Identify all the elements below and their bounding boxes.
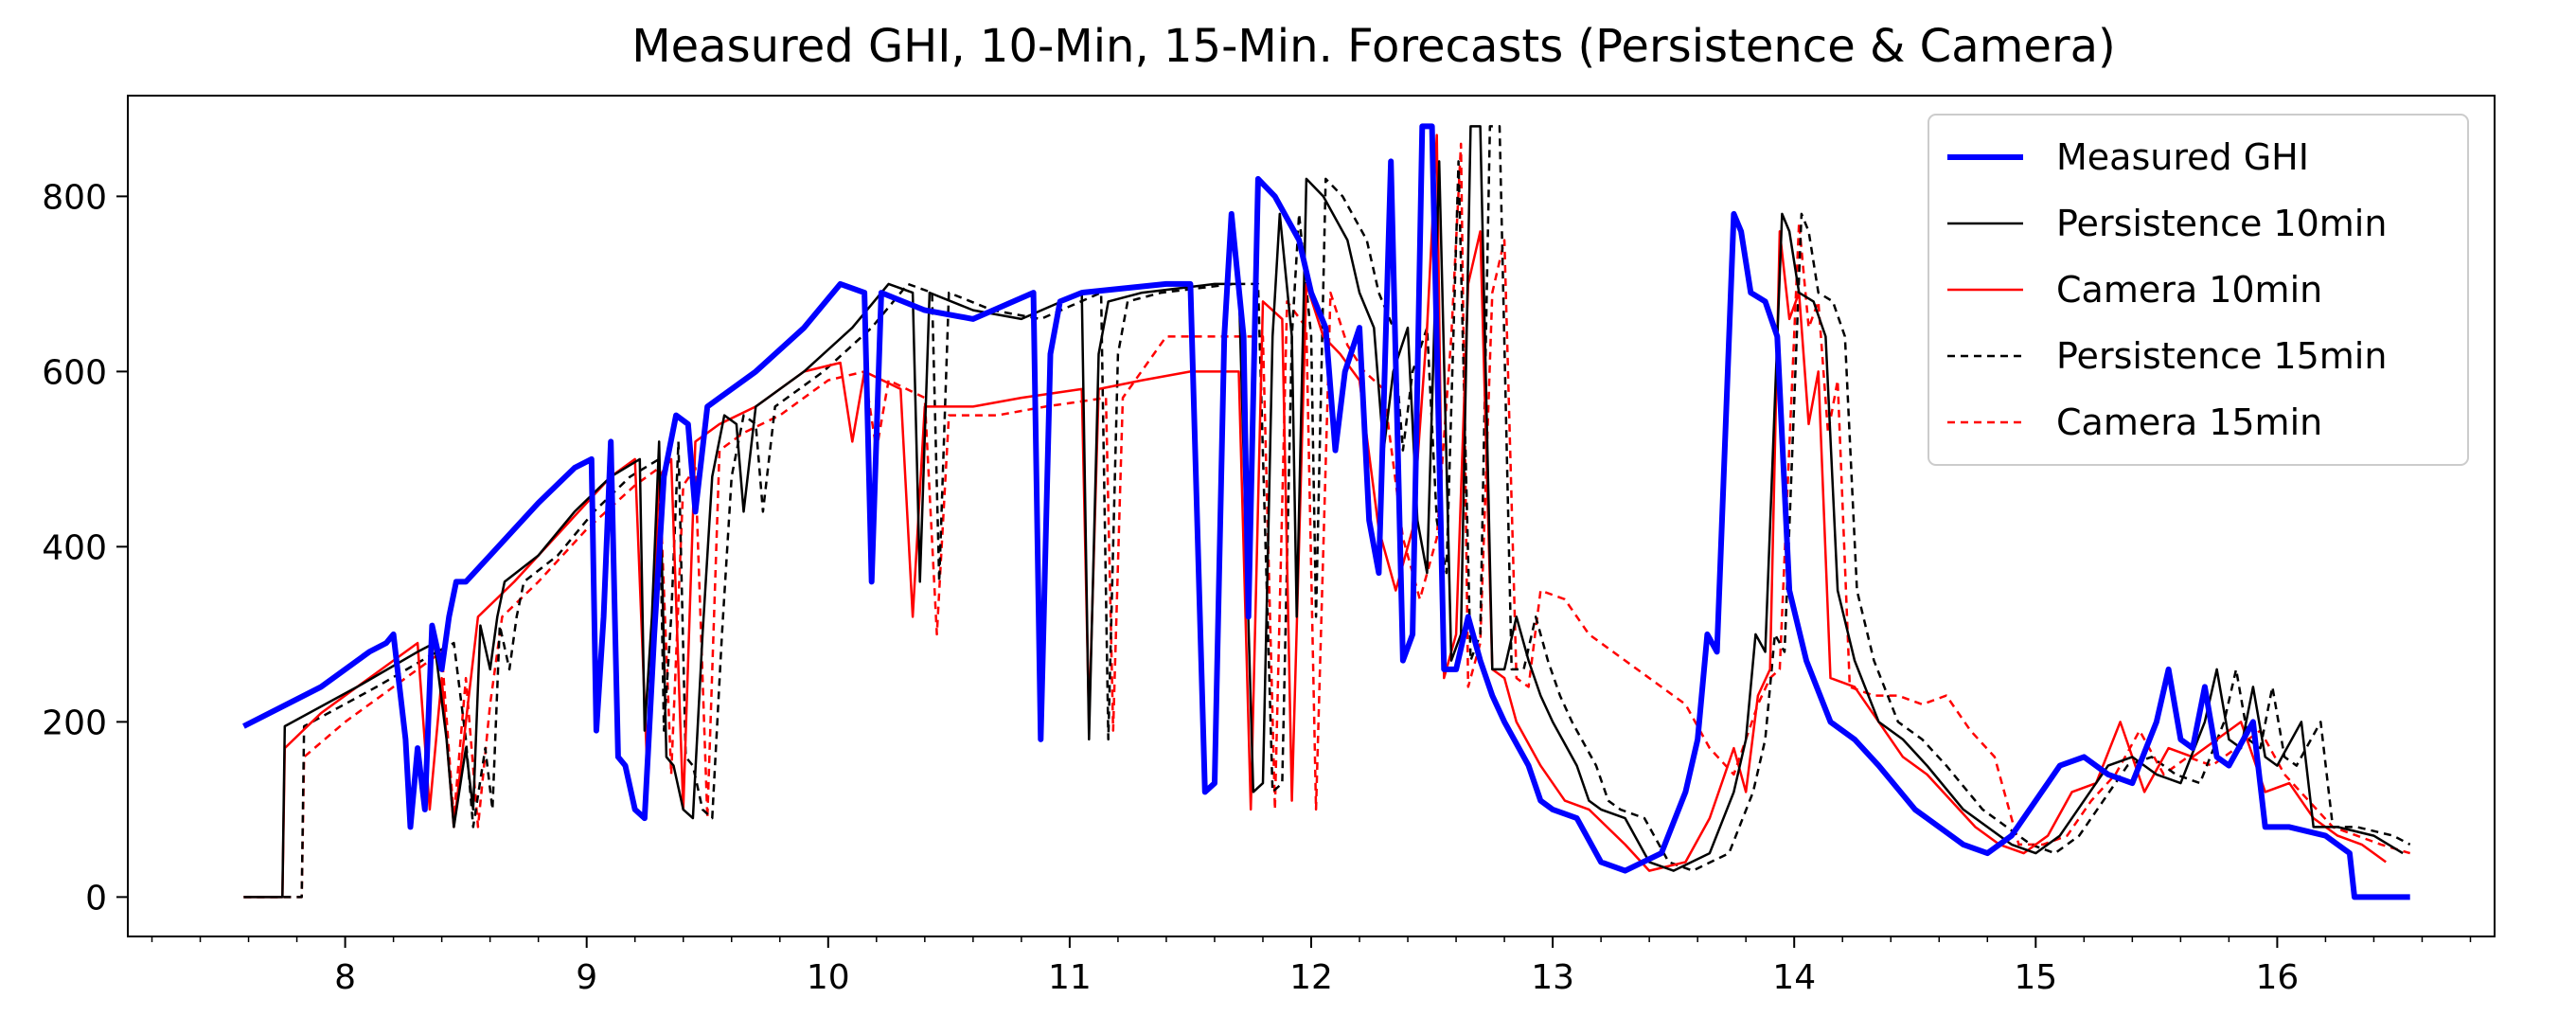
x-axis: 8 9 10 11 12 13 14 15 16 [151, 936, 2472, 997]
series-line-camera-15min [243, 142, 2411, 899]
x-tick-label: 11 [1048, 958, 1092, 997]
legend-label: Persistence 15min [2056, 335, 2387, 377]
y-tick-label: 200 [42, 704, 107, 742]
y-axis: 0 200 400 600 800 [42, 178, 128, 918]
x-tick-label: 14 [1772, 958, 1816, 997]
x-tick-label: 9 [576, 958, 597, 997]
legend-box [1928, 114, 2469, 466]
plot-lines [242, 123, 2411, 900]
y-tick-label: 0 [85, 879, 107, 918]
legend: Measured GHI Persistence 10min Camera 10mi… [1928, 114, 2469, 466]
y-tick-label: 600 [42, 353, 107, 392]
legend-label: Camera 10min [2056, 269, 2322, 311]
x-tick-label: 15 [2014, 958, 2057, 997]
x-tick-label: 8 [334, 958, 356, 997]
x-tick-label: 13 [1531, 958, 1574, 997]
x-tick-label: 10 [807, 958, 850, 997]
legend-label: Measured GHI [2056, 136, 2309, 178]
legend-label: Persistence 10min [2056, 203, 2387, 244]
x-tick-label: 12 [1289, 958, 1333, 997]
chart-title: Measured GHI, 10-Min, 15-Min. Forecasts … [631, 20, 2116, 73]
series-line-persistence-15min [243, 125, 2411, 899]
legend-label: Camera 15min [2056, 401, 2322, 443]
series-line-measured-ghi [242, 123, 2410, 900]
x-tick-label: 16 [2256, 958, 2300, 997]
y-tick-label: 400 [42, 528, 107, 567]
y-tick-label: 800 [42, 178, 107, 217]
